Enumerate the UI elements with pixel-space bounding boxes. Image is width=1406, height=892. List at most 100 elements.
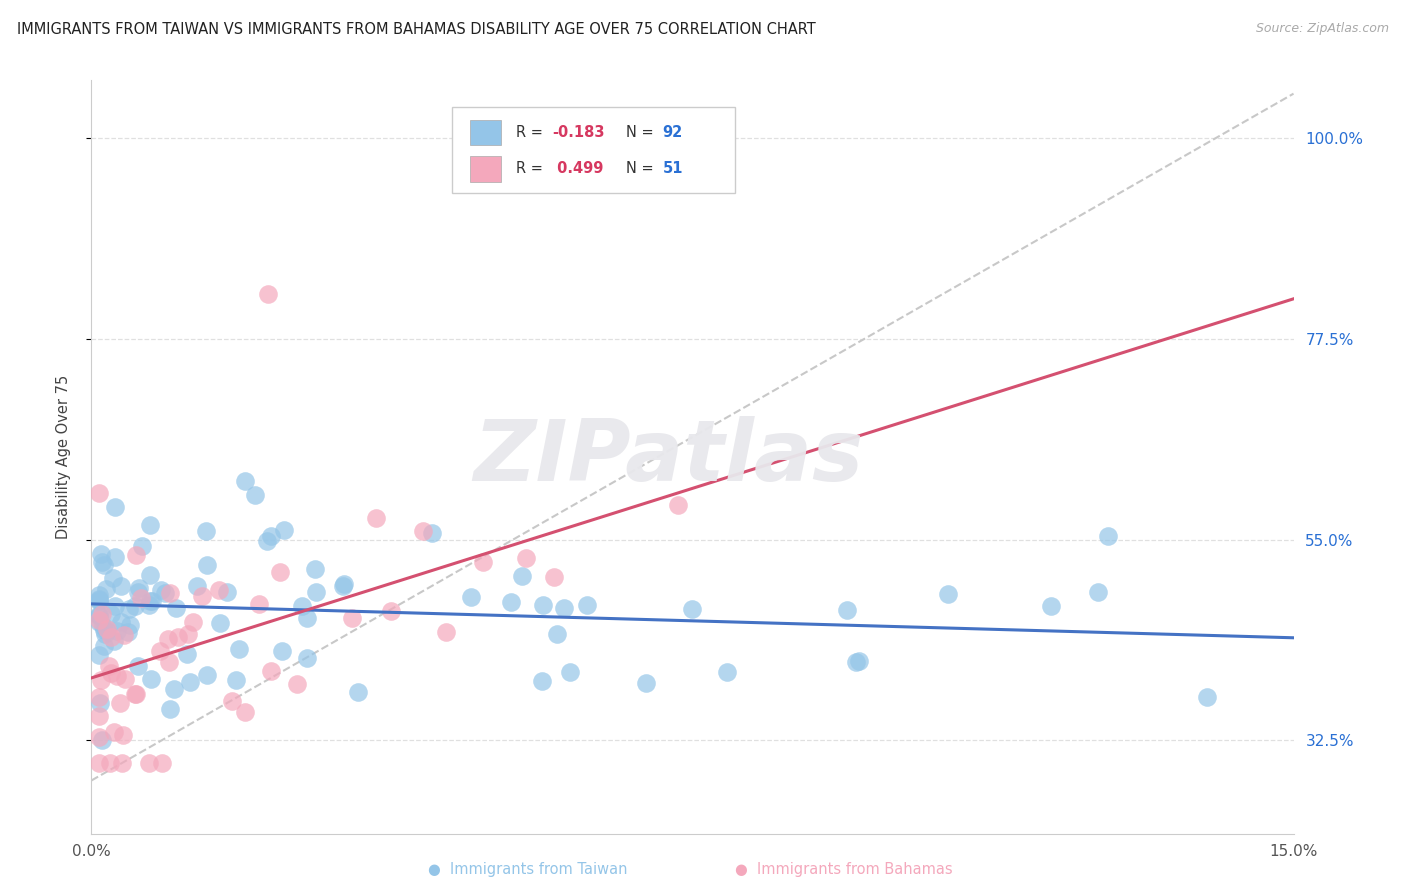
Point [190,589,212,603]
Point [194,524,217,538]
Point [98,658,121,673]
Point [100,665,122,680]
Point [90,547,112,561]
Point [636,676,658,690]
Point [103,571,125,585]
Point [128,581,150,595]
Point [217,585,239,599]
Text: 0.499: 0.499 [551,161,603,177]
Point [131,539,153,553]
Point [366,510,388,524]
Point [195,668,218,682]
Point [260,529,283,543]
Point [1039,599,1062,614]
Point [98,756,121,770]
Text: 92: 92 [662,125,683,140]
Point [110,615,132,629]
Point [460,590,482,604]
Point [177,626,200,640]
Point [1087,584,1109,599]
Point [104,500,127,514]
Point [247,597,270,611]
Point [259,664,281,678]
Point [575,598,598,612]
Point [233,474,256,488]
FancyBboxPatch shape [470,120,502,145]
Point [91,607,114,622]
Point [127,584,149,599]
Text: ●  Immigrants from Taiwan: ● Immigrants from Taiwan [427,863,627,877]
Text: -0.183: -0.183 [551,125,605,140]
Text: ZIPatlas: ZIPatlas [474,416,863,499]
Point [167,630,190,644]
Point [112,728,135,742]
Point [157,632,180,647]
Point [89,615,111,629]
Text: 51: 51 [662,161,683,177]
Point [422,526,444,541]
Point [100,607,122,622]
Point [89,591,111,606]
Point [208,582,231,597]
Point [225,673,247,688]
Point [104,550,127,565]
Point [176,647,198,661]
Point [181,615,204,629]
Point [114,672,136,686]
Point [285,676,308,690]
Point [1097,529,1119,543]
Point [666,498,689,512]
Point [165,601,187,615]
Point [845,656,868,670]
Point [103,633,125,648]
Point [716,665,738,680]
Point [89,709,111,723]
Point [332,579,354,593]
Point [141,672,163,686]
Point [89,594,111,608]
Point [233,705,256,719]
FancyBboxPatch shape [451,107,734,194]
Point [89,608,111,623]
Point [291,599,314,614]
Text: N =: N = [626,161,658,177]
Point [543,569,565,583]
Point [150,756,173,770]
Point [93,619,115,633]
Point [333,577,356,591]
Point [94,626,117,640]
Point [91,732,114,747]
Point [501,595,523,609]
Point [105,624,128,638]
Point [256,534,278,549]
Point [150,583,173,598]
Text: N =: N = [626,125,658,140]
Point [96,622,118,636]
Point [195,558,218,572]
Point [159,586,181,600]
Point [90,673,112,687]
Point [347,684,370,698]
Point [159,702,181,716]
Point [342,611,364,625]
Point [138,599,160,613]
Point [89,697,111,711]
Point [149,643,172,657]
Point [108,697,131,711]
Y-axis label: Disability Age Over 75: Disability Age Over 75 [56,375,70,540]
Point [93,639,115,653]
Point [117,625,139,640]
Point [295,650,318,665]
Point [89,588,111,602]
Point [124,599,146,614]
Point [89,592,111,607]
Point [531,598,554,612]
Point [243,488,266,502]
Point [228,641,250,656]
Point [139,517,162,532]
Point [269,565,291,579]
Point [104,599,127,614]
Point [221,694,243,708]
Point [124,687,146,701]
Point [129,591,152,606]
